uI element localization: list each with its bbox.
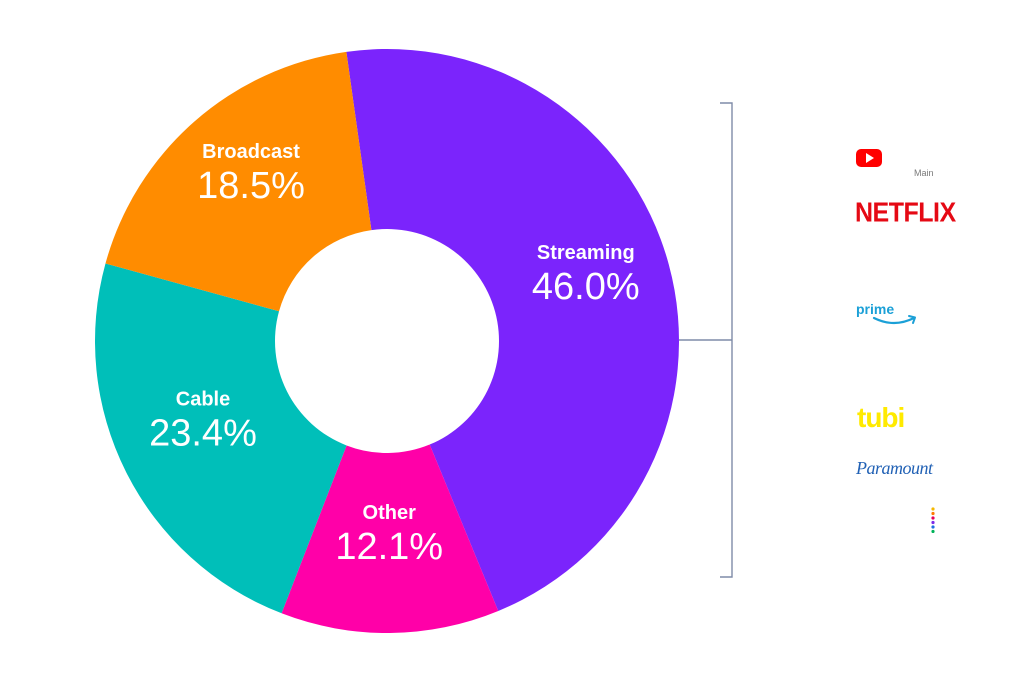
- donut-slices: [94, 48, 680, 633]
- label-other-name: Other: [363, 502, 417, 524]
- slice-cable: [94, 263, 347, 614]
- label-cable-value: 23.4%: [149, 413, 257, 455]
- slice-streaming: [346, 48, 680, 611]
- slice-broadcast: [105, 51, 372, 312]
- label-streaming-value: 46.0%: [532, 266, 640, 308]
- label-streaming-name: Streaming: [537, 242, 635, 264]
- label-broadcast-name: Broadcast: [202, 141, 300, 163]
- streaming-bracket: [679, 102, 733, 578]
- slice-other: [281, 444, 499, 633]
- label-other-value: 12.1%: [335, 526, 443, 568]
- label-broadcast-value: 18.5%: [197, 165, 305, 207]
- label-cable-name: Cable: [176, 389, 230, 411]
